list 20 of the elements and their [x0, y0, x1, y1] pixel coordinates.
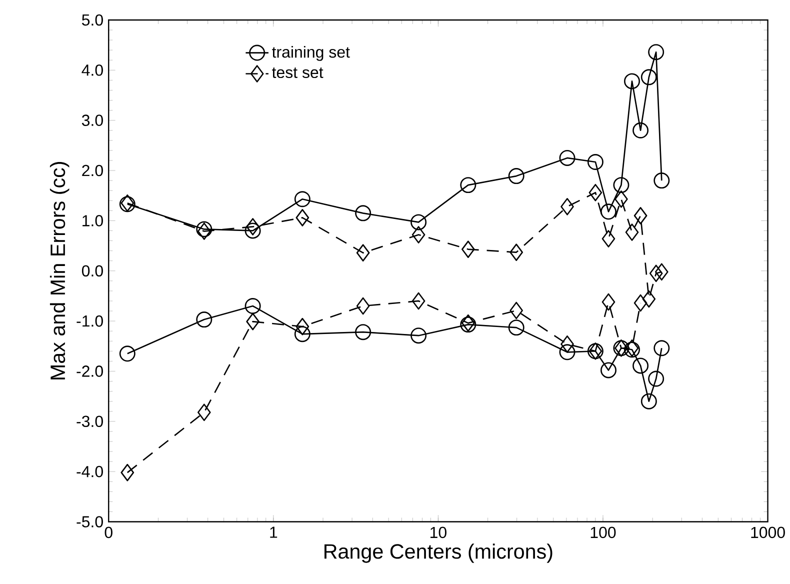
y-tick-label: 5.0 [82, 14, 103, 26]
y-axis-title: Max and Min Errors (cc) [50, 162, 70, 380]
y-tick-label: 1.0 [82, 215, 103, 226]
y-tick-label: 0.0 [82, 265, 103, 277]
y-tick-label: -1.0 [76, 316, 103, 327]
legend-label: test set [272, 68, 324, 78]
x-tick-label: 1000 [751, 526, 785, 538]
x-tick-label: 10 [430, 526, 446, 538]
x-axis-title: Range Centers (microns) [324, 544, 552, 563]
y-tick-label: 4.0 [82, 64, 103, 76]
y-tick-label: -2.0 [76, 366, 103, 378]
y-tick-label: 2.0 [82, 165, 103, 176]
y-tick-label: 3.0 [82, 114, 103, 126]
y-tick-label: -5.0 [76, 516, 103, 528]
y-tick-label: -4.0 [76, 466, 103, 478]
y-tick-label: -3.0 [76, 416, 103, 428]
x-tick-label: 1 [270, 526, 278, 538]
x-tick-label: 100 [590, 526, 616, 538]
legend-label: training set [272, 46, 350, 62]
x-tick-label: 0 [104, 526, 112, 538]
